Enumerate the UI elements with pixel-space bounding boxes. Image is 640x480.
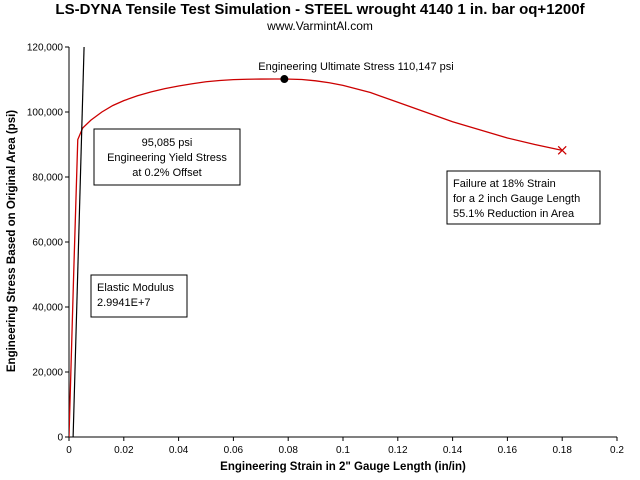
series	[69, 47, 563, 437]
x-tick-label: 0.2	[610, 445, 624, 456]
failure-annotation-line: for a 2 inch Gauge Length	[453, 193, 580, 205]
failure-annotation-line: Failure at 18% Strain	[453, 178, 556, 190]
x-tick-label: 0.02	[114, 445, 134, 456]
y-tick-label: 40,000	[32, 303, 63, 314]
x-tick-label: 0.18	[552, 445, 572, 456]
failure-annotation-line: 55.1% Reduction in Area	[453, 208, 575, 220]
elastic-modulus-annotation-box	[90, 274, 188, 318]
markers: Engineering Ultimate Stress 110,147 psi	[258, 61, 567, 155]
annotations: 95,085 psi Engineering Yield Stress at 0.2…	[90, 128, 601, 318]
elastic-modulus-line	[72, 47, 85, 437]
x-tick-label: 0.1	[336, 445, 350, 456]
y-tick-label: 120,000	[27, 43, 64, 54]
failure-marker-stroke-b	[557, 145, 567, 155]
ultimate-stress-marker	[280, 75, 289, 84]
x-tick-label: 0.08	[278, 445, 298, 456]
chart-title: LS-DYNA Tensile Test Simulation - STEEL …	[55, 1, 585, 18]
x-axis-label: Engineering Strain in 2" Gauge Length (i…	[220, 461, 466, 473]
y-tick-label: 0	[57, 433, 63, 444]
yield-stress-annotation: 95,085 psi Engineering Yield Stress at 0.2…	[93, 128, 241, 186]
y-tick-label: 60,000	[32, 238, 63, 249]
y-axis-label: Engineering Stress Based on Original Are…	[6, 110, 18, 372]
elastic-modulus-annotation-line: 2.9941E+7	[97, 297, 151, 309]
chart-subtitle: www.VarmintAl.com	[267, 19, 373, 33]
failure-annotation: Failure at 18% Strain for a 2 inch Gauge …	[446, 170, 601, 225]
failure-annotation-box	[446, 170, 601, 225]
yield-stress-annotation-line: 95,085 psi	[142, 137, 193, 149]
elastic-modulus-annotation: Elastic Modulus 2.9941E+7	[90, 274, 188, 318]
x-tick-label: 0.12	[388, 445, 408, 456]
ultimate-stress-label: Engineering Ultimate Stress 110,147 psi	[258, 61, 453, 73]
elastic-modulus-annotation-line: Elastic Modulus	[97, 282, 175, 294]
ticks: 0 0.02 0.04 0.06 0.08 0.1 0.12 0.14 0.16 0.18 0.2 0…	[27, 43, 625, 457]
yield-stress-annotation-box	[93, 128, 241, 186]
y-tick-label: 80,000	[32, 173, 63, 184]
x-tick-label: 0.14	[443, 445, 463, 456]
stress-strain-curve	[69, 78, 563, 437]
yield-stress-annotation-line: at 0.2% Offset	[132, 167, 202, 179]
y-tick-label: 100,000	[27, 108, 64, 119]
yield-stress-annotation-line: Engineering Yield Stress	[107, 152, 227, 164]
x-tick-label: 0.04	[169, 445, 189, 456]
x-tick-label: 0.06	[224, 445, 244, 456]
axes	[68, 47, 617, 438]
y-tick-label: 20,000	[32, 368, 63, 379]
x-tick-label: 0.16	[498, 445, 518, 456]
x-tick-label: 0	[66, 445, 72, 456]
